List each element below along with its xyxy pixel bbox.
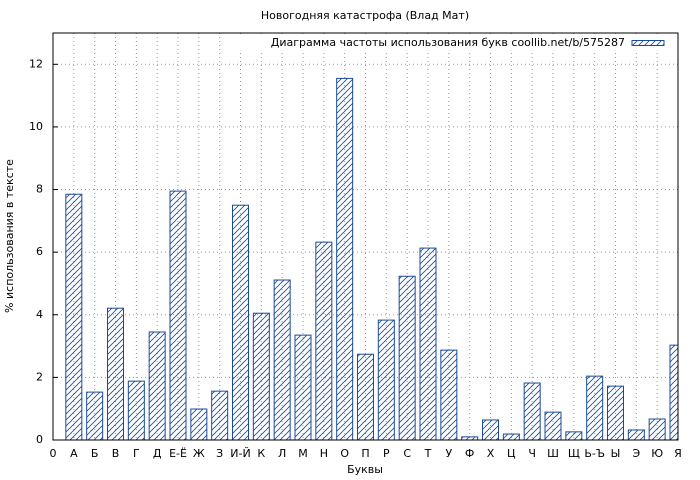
- x-tick-label: О: [340, 447, 349, 460]
- x-tick-label: Ы: [611, 447, 621, 460]
- x-tick-label: И-Й: [230, 447, 250, 460]
- x-tick-label: Р: [383, 447, 390, 460]
- bar: [440, 349, 458, 440]
- x-tick-label: Л: [278, 447, 286, 460]
- y-tick-label: 8: [36, 183, 43, 196]
- bar: [565, 431, 583, 440]
- x-tick-label: П: [361, 447, 369, 460]
- bar: [127, 380, 145, 440]
- legend-swatch: [631, 40, 665, 46]
- bar: [627, 429, 645, 440]
- x-tick-label: Ц: [507, 447, 516, 460]
- x-tick-label: К: [257, 447, 265, 460]
- x-tick-label: Е-Ё: [169, 447, 187, 460]
- bar: [294, 334, 312, 440]
- x-tick-label: 0: [50, 447, 57, 460]
- x-tick-label: Ю: [651, 447, 663, 460]
- bar: [669, 344, 678, 440]
- bar: [398, 275, 416, 440]
- x-tick-label: М: [298, 447, 308, 460]
- x-tick-label: Ж: [193, 447, 205, 460]
- bar: [232, 204, 249, 440]
- x-tick-label: Щ: [568, 447, 580, 460]
- bar: [86, 391, 104, 440]
- y-tick-label: 10: [29, 120, 43, 133]
- x-tick-label: Н: [320, 447, 328, 460]
- bar: [65, 193, 83, 440]
- bar: [586, 375, 604, 440]
- bar: [502, 433, 520, 440]
- y-tick-label: 0: [36, 433, 43, 446]
- legend-background: [240, 35, 676, 51]
- x-tick-label: А: [70, 447, 78, 460]
- bar: [107, 307, 124, 440]
- x-tick-label: Т: [424, 447, 432, 460]
- x-tick-label: З: [216, 447, 223, 460]
- x-tick-label: Ь-Ъ: [584, 447, 605, 460]
- x-tick-label: Х: [487, 447, 495, 460]
- x-axis-label: Буквы: [347, 463, 383, 476]
- y-tick-label: 6: [36, 245, 43, 258]
- bar: [190, 408, 208, 440]
- y-tick-label: 2: [36, 370, 43, 383]
- x-tick-label: Ш: [547, 447, 559, 460]
- x-tick-label: Ф: [465, 447, 474, 460]
- bar: [211, 390, 229, 440]
- bar: [648, 418, 666, 440]
- y-tick-label: 12: [29, 57, 43, 70]
- plot-area: [65, 77, 678, 440]
- chart-title: Новогодняя катастрофа (Влад Мат): [261, 9, 469, 22]
- x-tick-label: Ч: [528, 447, 536, 460]
- y-tick-label: 4: [36, 308, 43, 321]
- bar: [169, 190, 187, 440]
- legend: Диаграмма частоты использования букв coo…: [240, 35, 676, 51]
- bar: [482, 419, 499, 440]
- legend-label: Диаграмма частоты использования букв coo…: [271, 36, 625, 49]
- x-tick-label: В: [112, 447, 120, 460]
- bar: [419, 247, 437, 440]
- bar: [336, 77, 354, 440]
- bar: [315, 241, 333, 440]
- bar: [148, 331, 166, 440]
- x-tick-label: Я: [674, 447, 682, 460]
- x-tick-label: Г: [133, 447, 140, 460]
- bar: [377, 319, 395, 440]
- bar: [252, 312, 270, 440]
- x-tick-label: У: [445, 447, 452, 460]
- x-tick-label: Д: [153, 447, 162, 460]
- bar: [523, 382, 541, 440]
- bar: [357, 353, 374, 440]
- bar: [607, 385, 624, 440]
- plot-frame: [52, 32, 679, 441]
- bar: [544, 411, 562, 440]
- bar: [461, 436, 479, 440]
- x-tick-label: Б: [91, 447, 99, 460]
- x-tick-label: С: [403, 447, 411, 460]
- bar: [273, 279, 291, 440]
- x-tick-label: Э: [632, 447, 640, 460]
- y-axis-label: % использования в тексте: [3, 159, 16, 313]
